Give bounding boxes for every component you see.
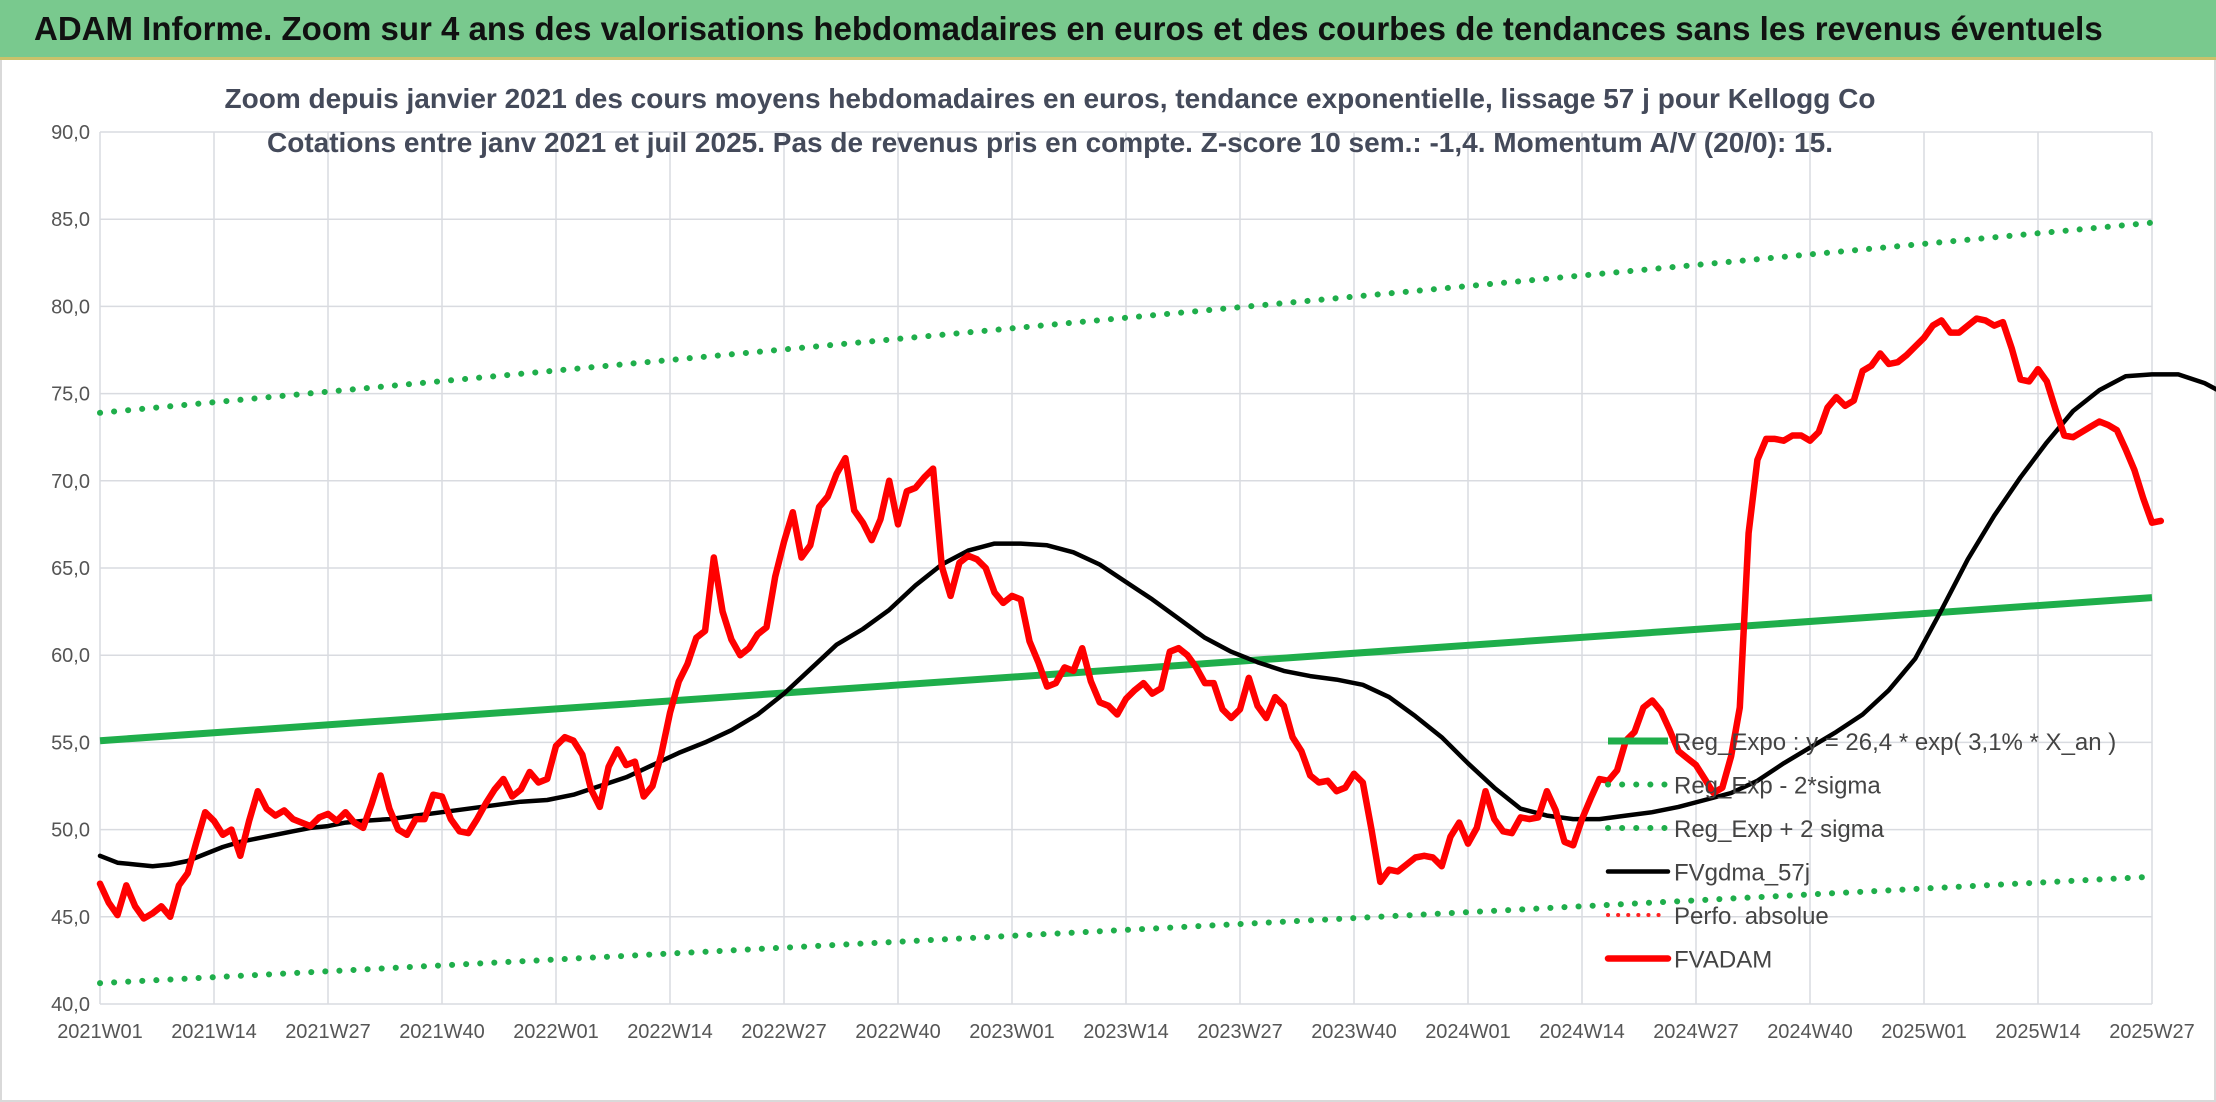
chart-legend: Reg_Expo : y = 26,4 * exp( 3,1% * X_an )… (1604, 729, 2116, 974)
x-tick-label: 2023W40 (1311, 1021, 1397, 1043)
x-tick-label: 2021W01 (57, 1021, 143, 1043)
legend-label: Reg_Exp - 2*sigma (1674, 773, 1881, 800)
legend-label: Reg_Expo : y = 26,4 * exp( 3,1% * X_an ) (1674, 729, 2116, 756)
series-line-0 (99, 594, 2153, 745)
y-tick-label: 60,0 (51, 645, 90, 667)
x-tick-label: 2022W01 (513, 1021, 599, 1043)
legend-label: Perfo. absolue (1674, 903, 1829, 930)
x-tick-label: 2023W14 (1083, 1021, 1169, 1043)
x-tick-label: 2023W01 (969, 1021, 1055, 1043)
y-tick-label: 80,0 (51, 296, 90, 318)
chart-series (96, 219, 2216, 987)
x-tick-label: 2025W27 (2109, 1021, 2195, 1043)
legend-label: FVADAM (1674, 947, 1772, 974)
y-tick-label: 45,0 (51, 907, 90, 929)
x-axis-ticks: 2021W01 2021W14 2021W27 2021W40 2022W01 2022W… (57, 1021, 2195, 1043)
x-tick-label: 2022W14 (627, 1021, 713, 1043)
y-tick-label: 65,0 (51, 558, 90, 580)
line-chart: 40,0 45,0 50,0 55,0 60,0 65,0 70,0 75,0 80,0 85,0… (51, 83, 2216, 1043)
y-axis-ticks: 40,0 45,0 50,0 55,0 60,0 65,0 70,0 75,0 80,0 85,0… (51, 122, 90, 1016)
x-tick-label: 2024W14 (1539, 1021, 1625, 1043)
page-title: ADAM Informe. Zoom sur 4 ans des valoris… (34, 10, 2103, 47)
y-tick-label: 75,0 (51, 384, 90, 406)
x-tick-label: 2021W27 (285, 1021, 371, 1043)
y-tick-label: 70,0 (51, 471, 90, 493)
series-line-1 (97, 873, 2155, 987)
series-line-2 (97, 219, 2155, 416)
x-tick-label: 2022W27 (741, 1021, 827, 1043)
legend-label: Reg_Exp + 2 sigma (1674, 816, 1885, 843)
y-tick-label: 40,0 (51, 994, 90, 1016)
x-tick-label: 2025W01 (1881, 1021, 1967, 1043)
chart-title-line1: Zoom depuis janvier 2021 des cours moyen… (225, 83, 1876, 114)
x-tick-label: 2022W40 (855, 1021, 941, 1043)
y-tick-label: 50,0 (51, 820, 90, 842)
x-tick-label: 2023W27 (1197, 1021, 1283, 1043)
y-tick-label: 55,0 (51, 732, 90, 754)
x-tick-label: 2021W40 (399, 1021, 485, 1043)
y-tick-label: 90,0 (51, 122, 90, 144)
x-tick-label: 2024W27 (1653, 1021, 1739, 1043)
series-line-3 (97, 372, 2216, 869)
x-tick-label: 2025W14 (1995, 1021, 2081, 1043)
y-tick-label: 85,0 (51, 209, 90, 231)
chart-title-line2: Cotations entre janv 2021 et juil 2025. … (267, 127, 1833, 158)
chart-grid (99, 131, 2153, 1005)
series-line-5 (96, 315, 2165, 922)
x-tick-label: 2024W01 (1425, 1021, 1511, 1043)
x-tick-label: 2021W14 (171, 1021, 257, 1043)
header-banner: ADAM Informe. Zoom sur 4 ans des valoris… (0, 0, 2216, 60)
legend-label: FVgdma_57j (1674, 860, 1810, 887)
x-tick-label: 2024W40 (1767, 1021, 1853, 1043)
